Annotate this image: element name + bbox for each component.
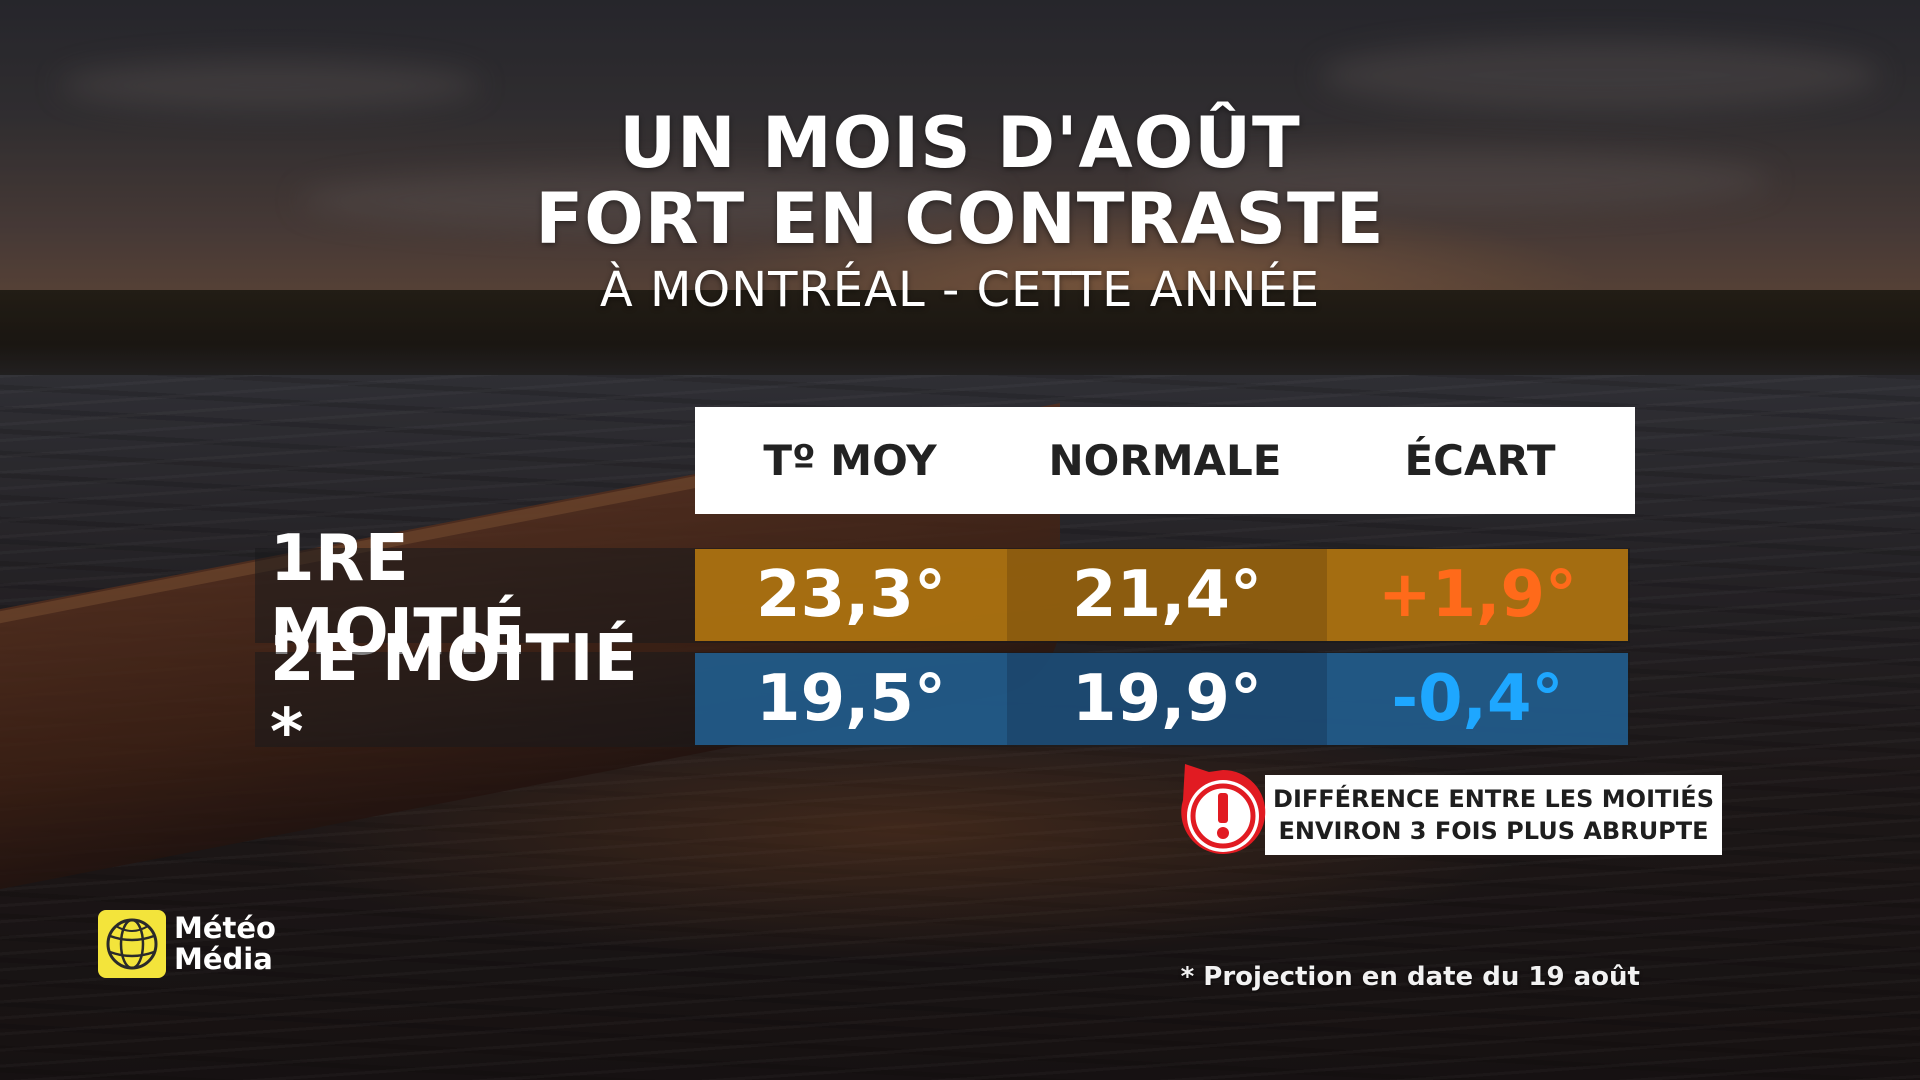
headline-line-1: UN MOIS D'AOÛT [619, 102, 1301, 184]
globe-icon [98, 910, 166, 978]
row-label: 2E MOITIÉ * [270, 621, 639, 770]
callout-line-2: ENVIRON 3 FOIS PLUS ABRUPTE [1278, 817, 1709, 845]
table-header: Tº MOY NORMALE ÉCART [695, 407, 1635, 514]
alert-callout: DIFFÉRENCE ENTRE LES MOITIÉS ENVIRON 3 F… [1265, 775, 1722, 855]
cell-avg-temp: 19,5° [695, 653, 1007, 745]
column-header-deviation: ÉCART [1404, 436, 1556, 485]
callout-line-1: DIFFÉRENCE ENTRE LES MOITIÉS [1273, 785, 1714, 813]
cloud [1150, 150, 1770, 210]
cell-deviation: +1,9° [1327, 549, 1628, 641]
cell-normal: 19,9° [1007, 653, 1327, 745]
logo-line-1: Météo [174, 911, 276, 945]
headline-line-2: FORT EN CONTRASTE [535, 178, 1385, 260]
cell-avg-temp: 23,3° [695, 549, 1007, 641]
footnote: * Projection en date du 19 août [1180, 962, 1640, 992]
logo-wordmark: Météo Média [174, 913, 276, 975]
meteomedia-logo: Météo Média [98, 910, 276, 978]
column-header-avg-temp: Tº MOY [763, 436, 937, 485]
cell-normal: 21,4° [1007, 549, 1327, 641]
exclamation-icon [1175, 760, 1271, 864]
cloud [1320, 40, 1880, 110]
treeline [0, 290, 1920, 380]
headline-subtitle: À MONTRÉAL - CETTE ANNÉE [599, 262, 1321, 318]
logo-line-2: Média [174, 942, 273, 976]
cloud [60, 60, 480, 110]
cell-deviation: -0,4° [1327, 653, 1628, 745]
headline: UN MOIS D'AOÛT FORT EN CONTRASTE À MONTR… [0, 105, 1920, 319]
column-header-normal: NORMALE [1048, 436, 1282, 485]
